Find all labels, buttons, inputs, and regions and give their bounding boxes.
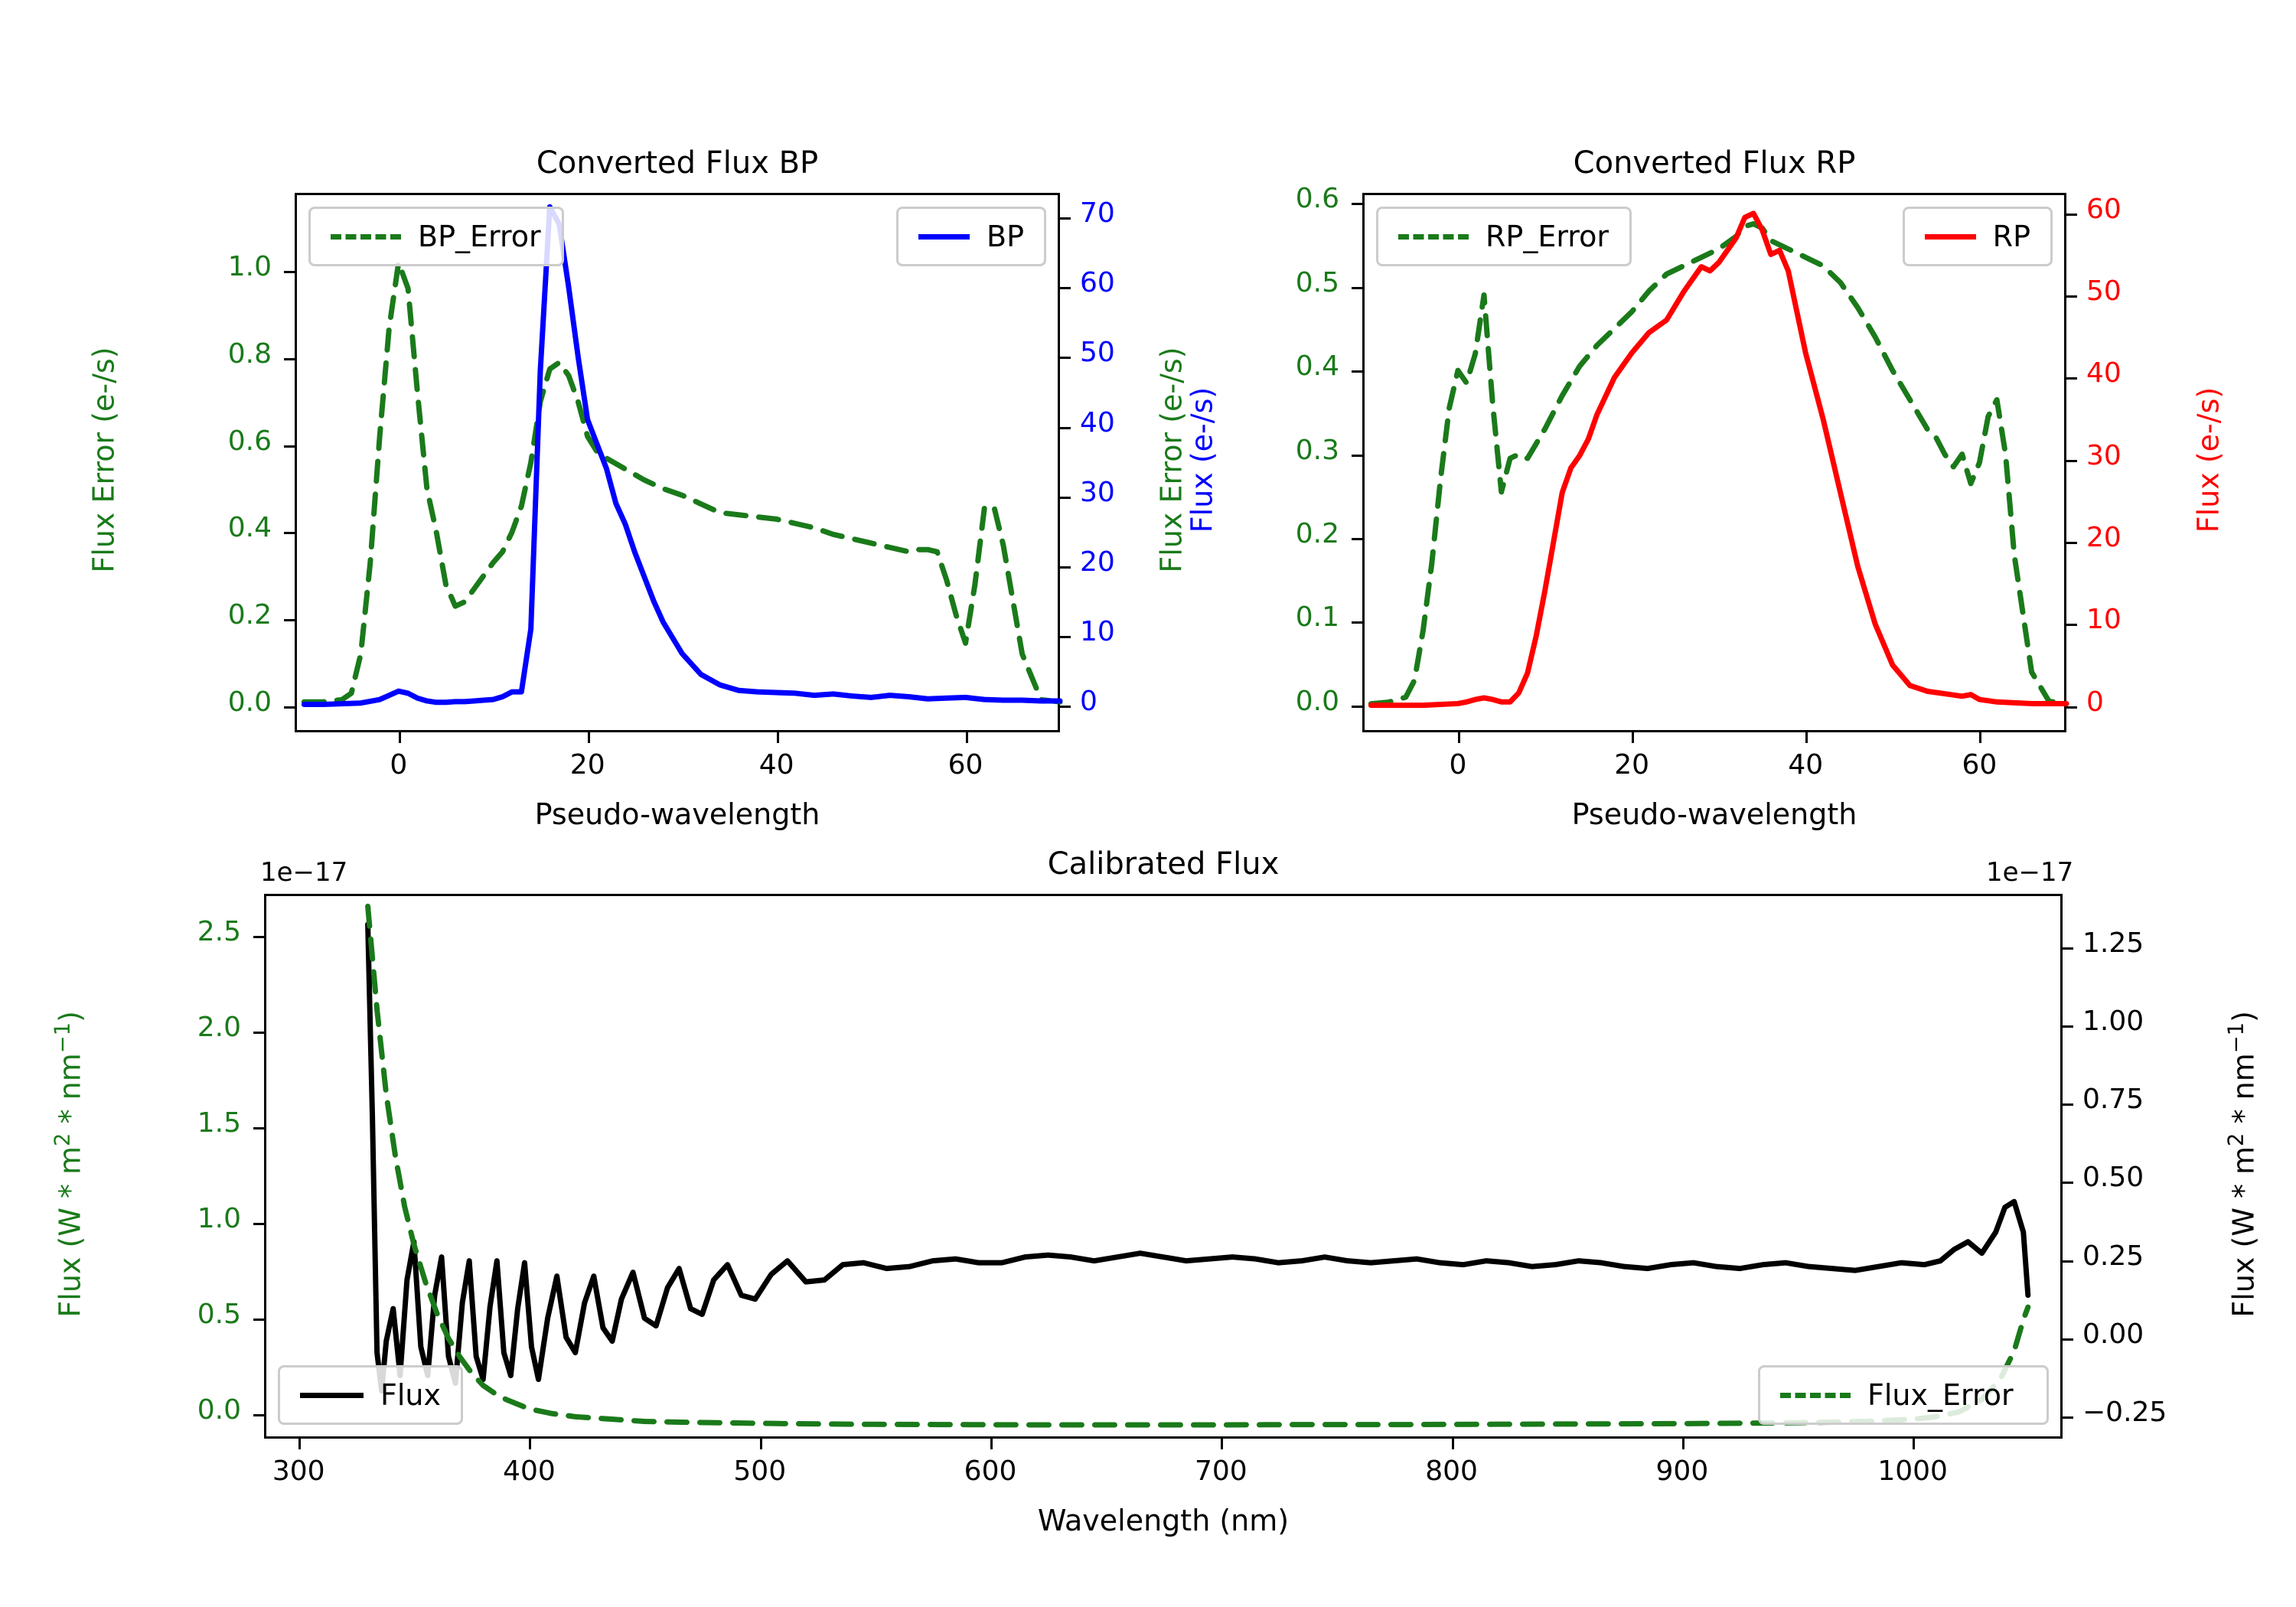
series-flux	[368, 924, 2028, 1391]
legend-swatch-flux	[300, 1393, 364, 1398]
series-flux-error	[368, 906, 2028, 1425]
legend-label: Flux_Error	[1867, 1378, 2014, 1412]
legend-flux[interactable]: Flux	[278, 1365, 463, 1425]
legend-swatch-flux-error	[1780, 1393, 1851, 1398]
legend-label: Flux	[380, 1378, 441, 1412]
legend-flux-error[interactable]: Flux_Error	[1758, 1365, 2049, 1425]
